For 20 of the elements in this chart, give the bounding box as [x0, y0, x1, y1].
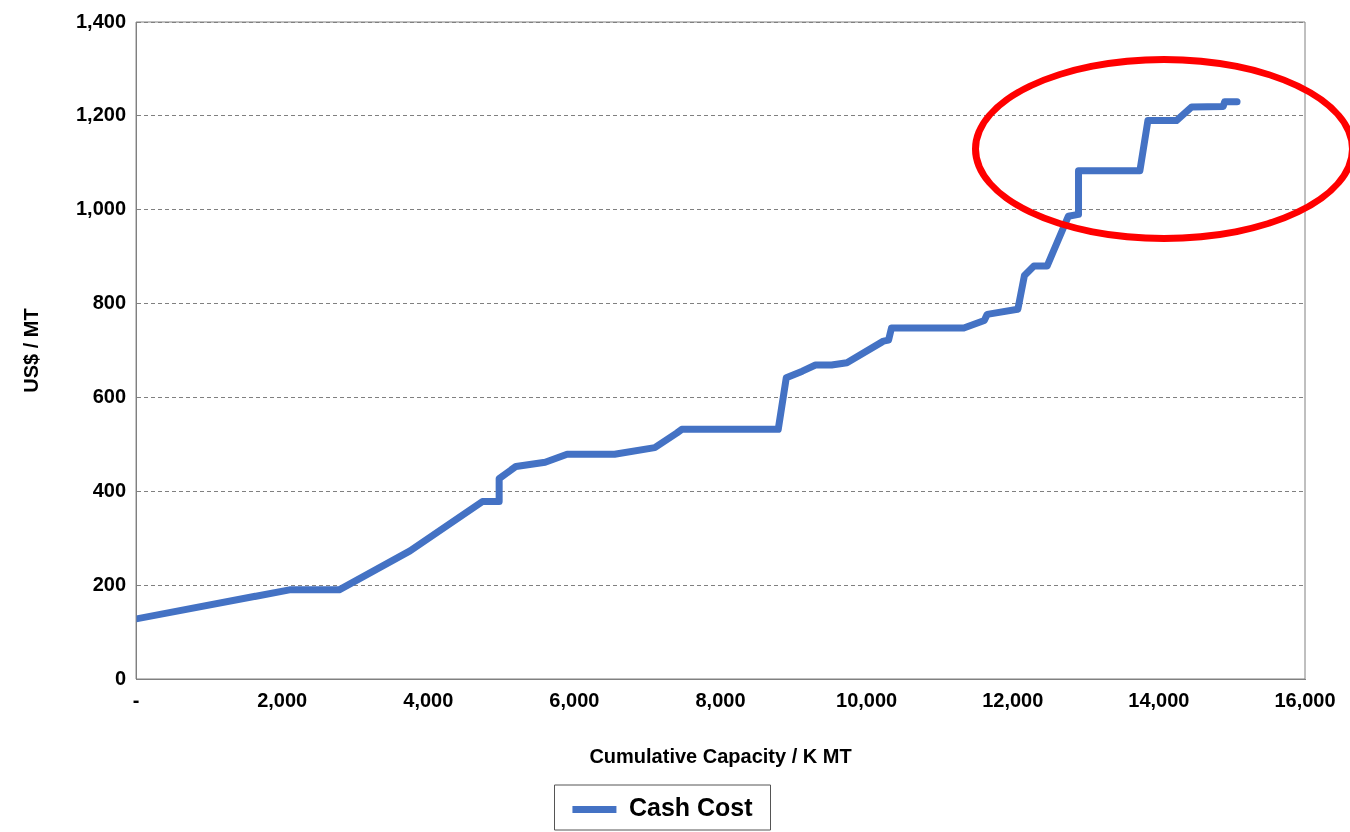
y-tick-label: 1,000	[75, 197, 127, 220]
x-tick-label: 8,000	[695, 688, 746, 711]
y-axis-title: US$ / MT	[19, 308, 42, 393]
x-tick-label: -	[132, 688, 140, 711]
y-tick-label: 600	[92, 384, 127, 407]
y-tick-label: 1,200	[75, 103, 127, 126]
x-tick-label: 6,000	[549, 688, 600, 711]
x-tick-label: 4,000	[403, 688, 454, 711]
x-tick-label: 16,000	[1274, 688, 1336, 711]
y-tick-label: 0	[114, 666, 127, 689]
x-tick-label: 2,000	[257, 688, 308, 711]
y-tick-label: 1,400	[75, 9, 127, 32]
y-tick-label: 800	[92, 291, 127, 314]
x-tick-label: 10,000	[836, 688, 898, 711]
y-tick-label: 200	[92, 572, 127, 595]
x-axis-title: Cumulative Capacity / K MT	[589, 744, 852, 767]
x-tick-label: 14,000	[1128, 688, 1190, 711]
x-tick-label: 12,000	[982, 688, 1044, 711]
y-tick-label: 400	[92, 478, 127, 501]
legend-label: Cash Cost	[628, 793, 754, 822]
